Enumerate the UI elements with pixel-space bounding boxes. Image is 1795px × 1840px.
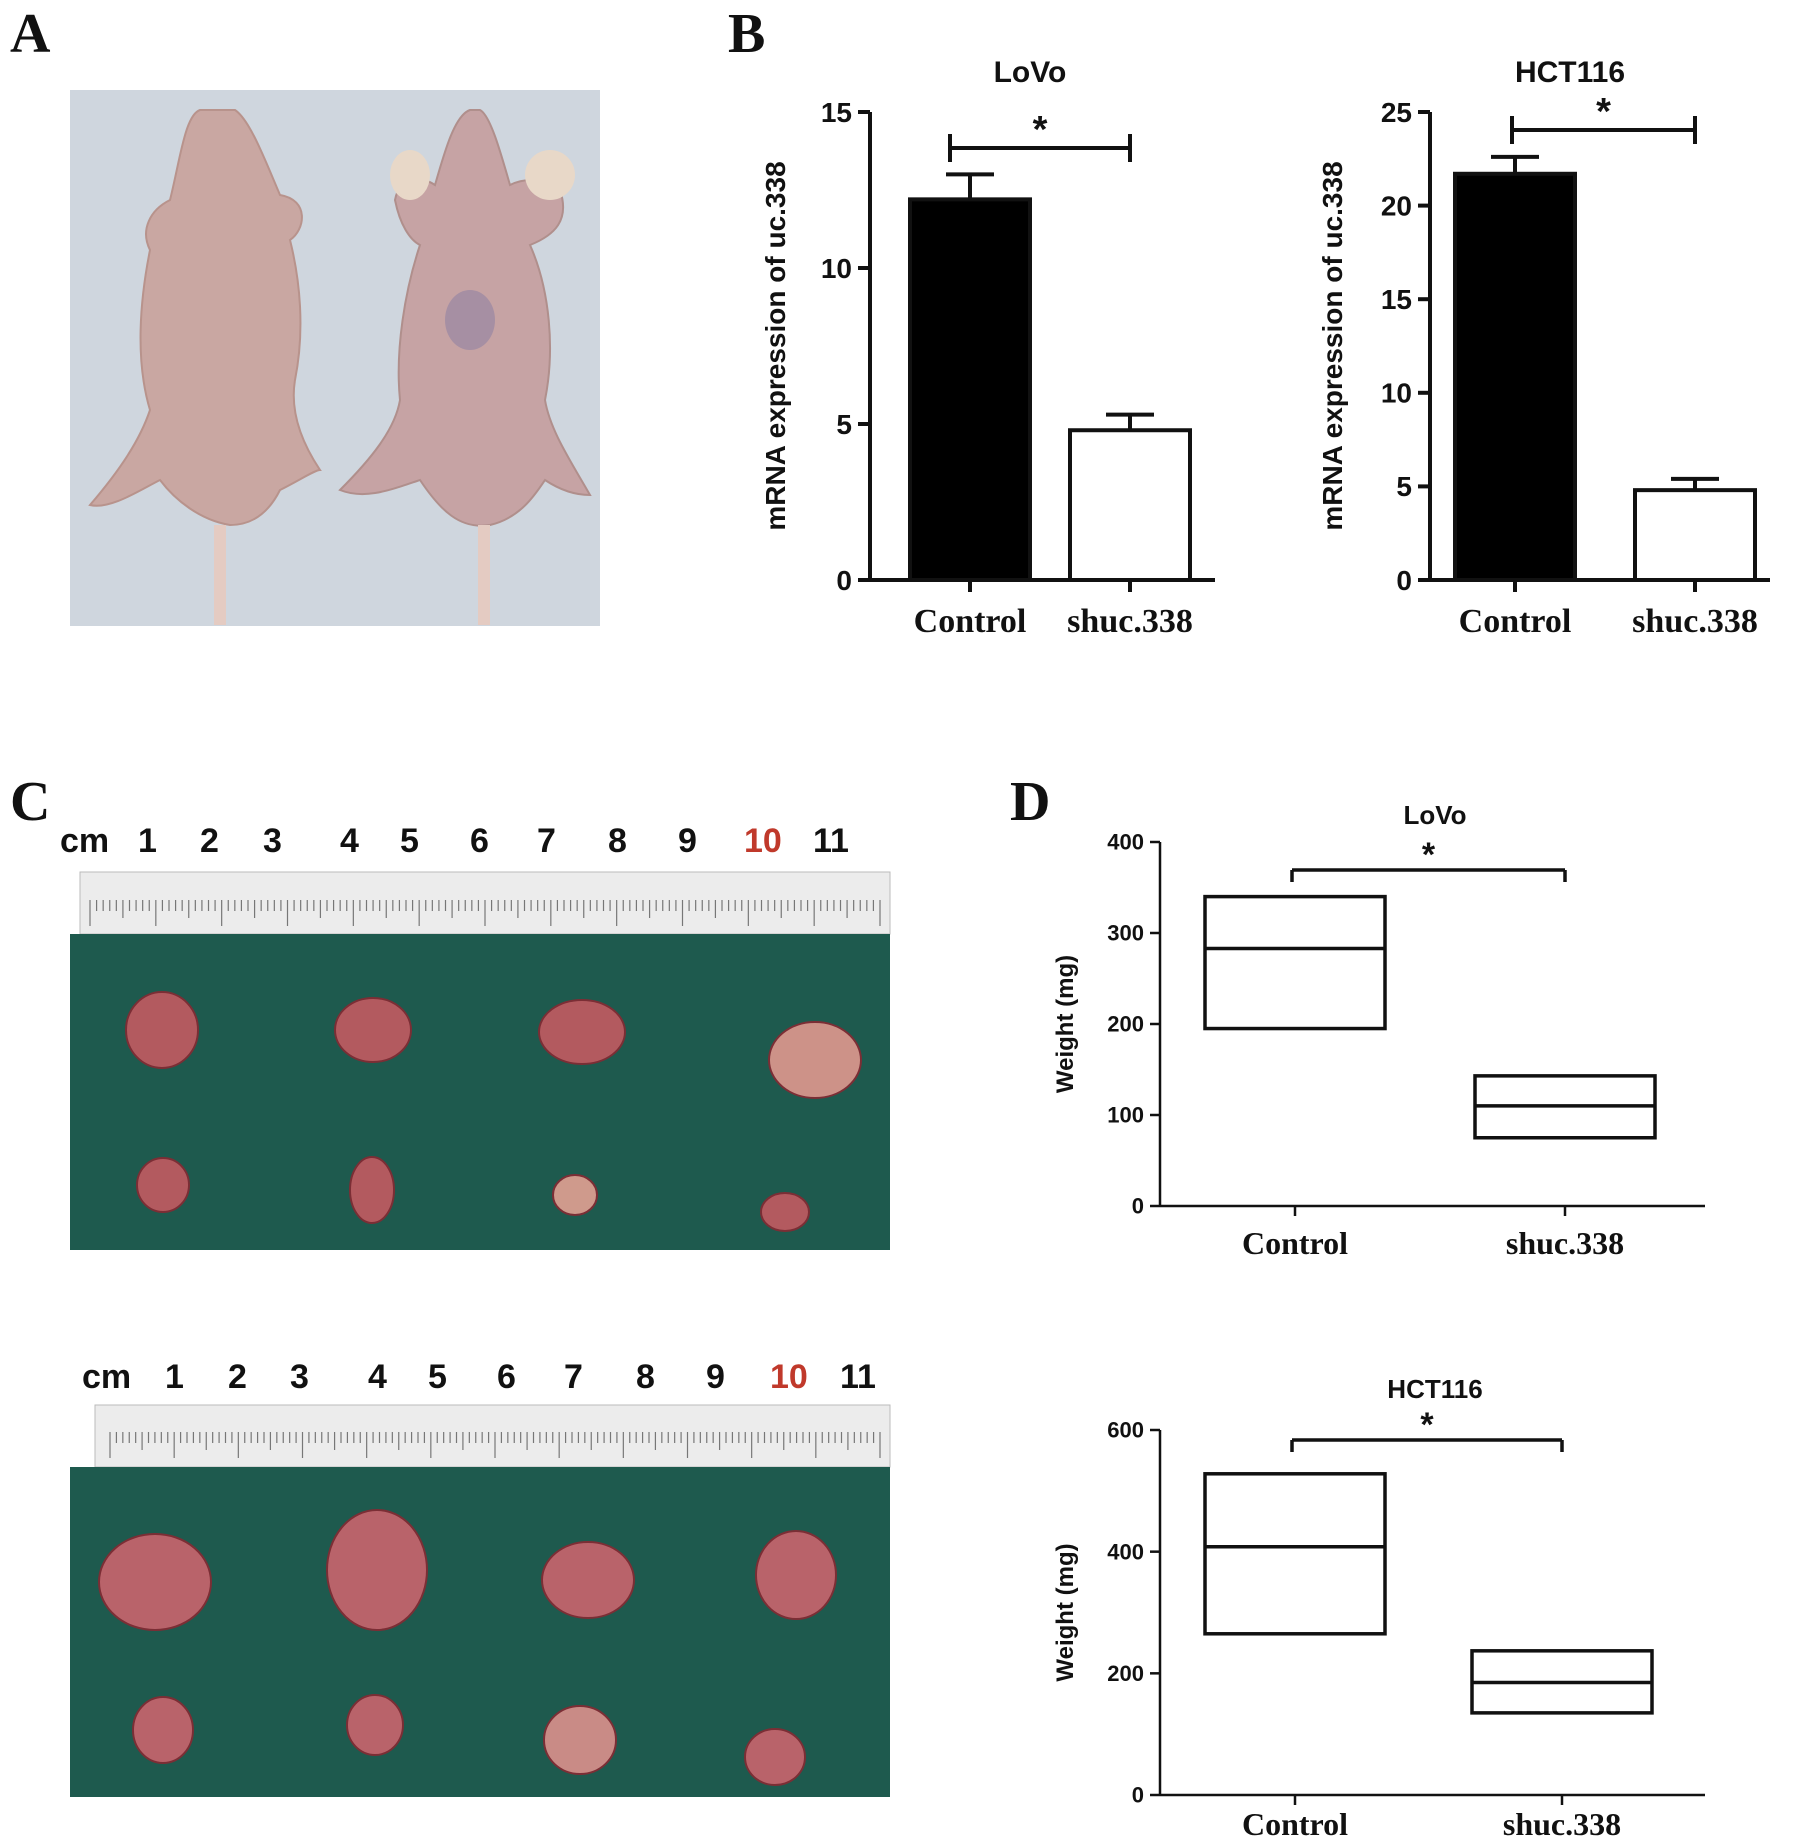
bar xyxy=(1068,428,1192,582)
charts: LoVo mRNA expression of uc.338 0 5 10 15 Contr… xyxy=(760,56,1770,1840)
ruler-number: 1 xyxy=(138,822,157,860)
ruler-number: 2 xyxy=(228,1358,247,1396)
chart-b-right: HCT116 mRNA expression of uc.338 0 5 10 15 20 2… xyxy=(1317,56,1770,640)
ruler-number: 6 xyxy=(497,1358,516,1396)
ruler-number: 1 xyxy=(165,1358,184,1396)
y-tick-label: 600 xyxy=(1107,1418,1144,1443)
y-tick-label: 0 xyxy=(1132,1783,1144,1808)
ruler-number: 9 xyxy=(706,1358,725,1396)
tumors-top xyxy=(125,991,862,1232)
y-tick-label: 10 xyxy=(1381,378,1412,409)
bar xyxy=(1453,171,1577,582)
y-tick-label: 15 xyxy=(821,97,852,128)
chart-title: LoVo xyxy=(1403,800,1466,830)
ruler-number: 3 xyxy=(290,1358,309,1396)
x-category-label: shuc.338 xyxy=(1506,1225,1624,1261)
ruler-unit: cm xyxy=(82,1358,132,1396)
ruler-number: 6 xyxy=(470,822,489,860)
y-axis-label: Weight (mg) xyxy=(1052,1543,1079,1681)
y-tick-label: 0 xyxy=(1396,565,1412,596)
panel-c-photo-top xyxy=(70,871,891,1250)
y-tick-label: 0 xyxy=(1132,1194,1144,1219)
significance-marker: * xyxy=(1596,91,1611,133)
panel-label-c: C xyxy=(10,771,51,833)
x-category-label: Control xyxy=(914,603,1027,640)
y-tick-label: 200 xyxy=(1107,1012,1144,1037)
chart-title: LoVo xyxy=(994,56,1067,89)
chart-d-bottom: HCT116 Weight (mg) 0 200 400 600 Control shuc.3… xyxy=(1052,1374,1705,1840)
significance-marker: * xyxy=(1420,1406,1434,1444)
bar xyxy=(1633,488,1757,583)
chart-title: HCT116 xyxy=(1515,56,1625,89)
panel-label-a: A xyxy=(10,3,51,65)
ruler-number: 3 xyxy=(263,822,282,860)
y-tick-label: 15 xyxy=(1381,284,1412,315)
y-tick-label: 0 xyxy=(836,565,852,596)
tumors-bottom xyxy=(98,1509,837,1786)
y-axis-label: mRNA expression of uc.338 xyxy=(1317,161,1348,530)
ruler-number: 8 xyxy=(608,822,627,860)
box xyxy=(1203,1472,1387,1636)
ruler-number: 10 xyxy=(744,822,782,860)
ruler-number: 11 xyxy=(840,1358,876,1396)
ruler-number: 7 xyxy=(564,1358,583,1396)
y-tick-label: 10 xyxy=(821,253,852,284)
ruler-number: 5 xyxy=(428,1358,447,1396)
y-axis-label: Weight (mg) xyxy=(1052,955,1079,1093)
panel-c-photo-bottom xyxy=(70,1404,891,1797)
y-tick-label: 5 xyxy=(836,409,852,440)
x-category-label: shuc.338 xyxy=(1503,1806,1621,1840)
y-tick-label: 100 xyxy=(1107,1103,1144,1128)
ruler-number: 11 xyxy=(813,822,849,860)
box xyxy=(1203,894,1387,1031)
ruler-number: 4 xyxy=(340,822,359,860)
x-category-label: Control xyxy=(1242,1225,1348,1261)
significance-marker: * xyxy=(1422,836,1436,874)
mouse-left xyxy=(88,109,322,625)
ruler-bottom-ticks xyxy=(109,1432,881,1458)
y-tick-label: 400 xyxy=(1107,1539,1144,1564)
cloth-top xyxy=(70,934,890,1250)
y-tick-label: 25 xyxy=(1381,97,1412,128)
chart-d-top: LoVo Weight (mg) 0 100 200 300 400 Control shuc.… xyxy=(1052,800,1705,1261)
panel-a-photo xyxy=(70,90,600,626)
x-category-label: Control xyxy=(1459,603,1572,640)
y-tick-label: 5 xyxy=(1396,471,1412,502)
chart-b-left: LoVo mRNA expression of uc.338 0 5 10 15 Contr… xyxy=(760,56,1215,640)
y-tick-label: 200 xyxy=(1107,1661,1144,1686)
y-tick-label: 300 xyxy=(1107,921,1144,946)
y-tick-label: 20 xyxy=(1381,190,1412,221)
ruler-unit: cm xyxy=(60,822,110,860)
panel-label-b: B xyxy=(728,3,766,65)
x-category-label: shuc.338 xyxy=(1067,603,1193,640)
ruler-number: 2 xyxy=(200,822,219,860)
chart-title: HCT116 xyxy=(1387,1374,1482,1404)
x-category-label: shuc.338 xyxy=(1632,603,1758,640)
ruler-number: 9 xyxy=(678,822,697,860)
ruler-number: 7 xyxy=(537,822,556,860)
ruler-number: 5 xyxy=(400,822,419,860)
ruler-number: 8 xyxy=(636,1358,655,1396)
ruler-number: 4 xyxy=(368,1358,387,1396)
y-axis-label: mRNA expression of uc.338 xyxy=(760,161,791,530)
panel-label-d: D xyxy=(1010,771,1051,833)
ruler-top-ticks xyxy=(89,900,881,926)
bar xyxy=(908,197,1032,583)
x-category-label: Control xyxy=(1242,1806,1348,1840)
ruler-number: 10 xyxy=(770,1358,808,1396)
mouse-right xyxy=(338,109,592,625)
y-tick-label: 400 xyxy=(1107,830,1144,855)
significance-marker: * xyxy=(1033,109,1048,151)
